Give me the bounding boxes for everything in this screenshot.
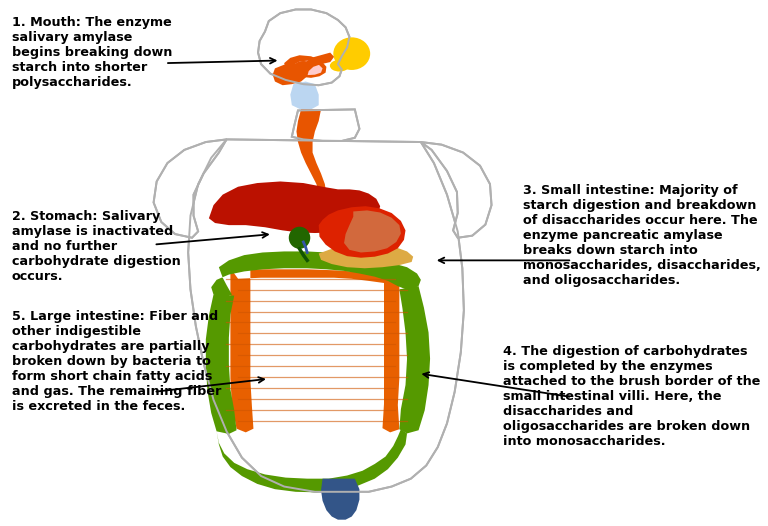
Polygon shape	[217, 429, 407, 492]
Polygon shape	[399, 286, 430, 433]
Polygon shape	[296, 109, 326, 225]
Polygon shape	[321, 479, 359, 520]
Polygon shape	[319, 245, 413, 268]
Text: 5. Large intestine: Fiber and
other indigestible
carbohydrates are partially
bro: 5. Large intestine: Fiber and other indi…	[12, 310, 221, 413]
Polygon shape	[273, 63, 307, 85]
Polygon shape	[301, 53, 334, 76]
Ellipse shape	[330, 60, 349, 72]
Ellipse shape	[289, 227, 310, 249]
Text: 4. The digestion of carbohydrates
is completed by the enzymes
attached to the br: 4. The digestion of carbohydrates is com…	[503, 345, 760, 448]
Text: 2. Stomach: Salivary
amylase is inactivated
and no further
carbohydrate digestio: 2. Stomach: Salivary amylase is inactiva…	[12, 210, 180, 284]
Polygon shape	[421, 142, 492, 238]
Polygon shape	[154, 139, 227, 238]
Polygon shape	[319, 206, 406, 258]
Polygon shape	[292, 109, 359, 141]
Ellipse shape	[295, 61, 312, 70]
Polygon shape	[211, 251, 421, 299]
Text: 3. Small intestine: Majority of
starch digestion and breakdown
of disaccharides : 3. Small intestine: Majority of starch d…	[522, 184, 760, 287]
Polygon shape	[209, 181, 380, 233]
Polygon shape	[293, 60, 323, 75]
Ellipse shape	[333, 37, 370, 70]
Polygon shape	[344, 210, 401, 252]
Polygon shape	[206, 295, 237, 434]
Polygon shape	[258, 9, 349, 85]
Polygon shape	[290, 82, 319, 109]
Ellipse shape	[327, 486, 349, 498]
Polygon shape	[284, 55, 326, 78]
Polygon shape	[230, 268, 399, 432]
Polygon shape	[188, 139, 464, 492]
Text: 1. Mouth: The enzyme
salivary amylase
begins breaking down
starch into shorter
p: 1. Mouth: The enzyme salivary amylase be…	[12, 16, 172, 89]
